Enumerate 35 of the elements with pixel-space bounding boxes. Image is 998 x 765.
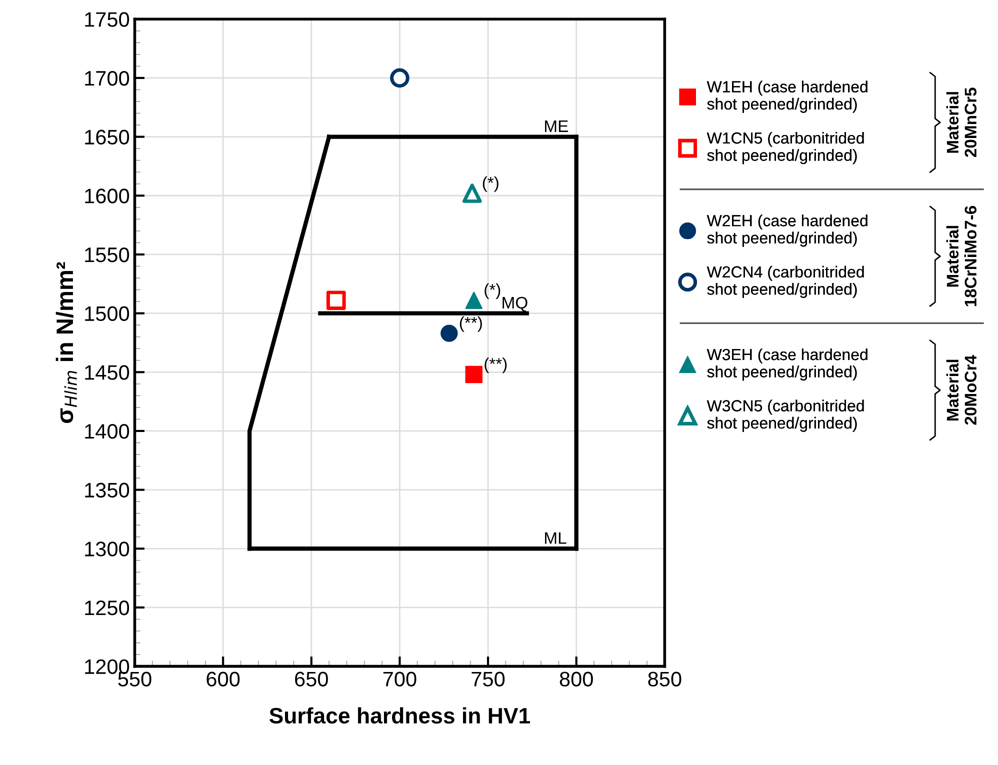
text: Material 20MoCr4 — [946, 355, 977, 425]
y-tick-label: 1450 — [85, 365, 130, 380]
x-axis-title: Surface hardness in HV1 — [269, 707, 530, 724]
text: Material 20MnCr5 — [946, 88, 977, 158]
y-tick-label: 1250 — [85, 600, 130, 616]
legend-label: W2EH (case hardened shot peened/grinded) — [706, 214, 868, 247]
text: Material 18CrNiMo7-6 — [946, 206, 977, 306]
y-tick-label: 1500 — [85, 306, 130, 322]
annotation: ME — [545, 120, 568, 132]
y-tick-label: 1600 — [85, 188, 130, 204]
y-tick-label: 1650 — [85, 130, 130, 145]
annotation: (*) — [482, 176, 498, 192]
y-tick-label: 1400 — [85, 424, 130, 439]
y-tick-label: 1550 — [85, 247, 130, 262]
legend-label: W2CN4 (carbonitrided shot peened/grinded) — [706, 266, 864, 298]
annotation: ML — [545, 532, 566, 544]
x-tick-label: 700 — [383, 672, 416, 686]
legend-label: W3EH (case hardened shot peened/grinded) — [706, 348, 868, 381]
legend-label: W1CN5 (carbonitrided shot peened/grinded) — [706, 132, 864, 164]
y-tick-label: 1350 — [85, 482, 130, 498]
legend-label: W1EH (case hardened shot peened/grinded) — [706, 80, 868, 113]
x-tick-label: 650 — [295, 672, 328, 686]
legend-label: W3CN5 (carbonitrided shot peened/grinded) — [706, 400, 864, 432]
x-tick-label: 850 — [648, 672, 682, 686]
y-axis-title: σ$_{Hlim}$ in N/mm² — [56, 262, 77, 424]
annotation: (**) — [484, 358, 507, 374]
x-tick-label: 750 — [472, 672, 505, 686]
y-tick-label: 1300 — [85, 542, 130, 556]
annotation: (*) — [484, 283, 500, 299]
y-tick-label: 1700 — [85, 70, 130, 86]
x-tick-label: 600 — [206, 672, 240, 686]
x-tick-label: 800 — [560, 672, 593, 686]
annotation: (**) — [460, 316, 482, 332]
y-tick-label: 1750 — [85, 12, 130, 27]
annotation: MQ — [502, 296, 528, 312]
